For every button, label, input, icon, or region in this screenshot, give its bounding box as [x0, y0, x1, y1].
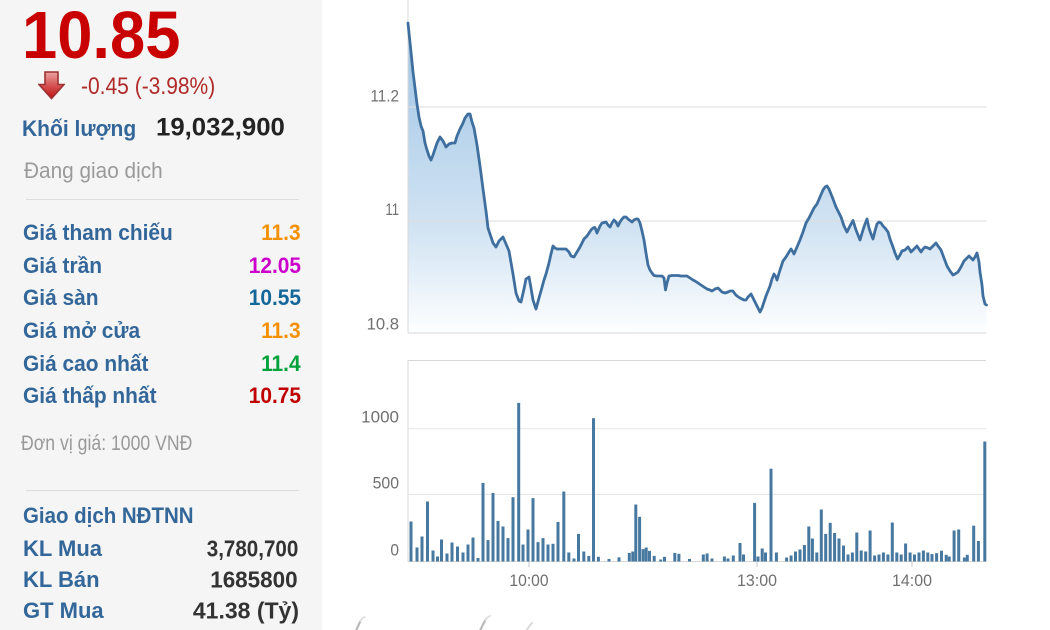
svg-text:14:00: 14:00: [892, 572, 932, 591]
svg-text:11.2: 11.2: [370, 87, 399, 106]
svg-text:11: 11: [385, 200, 399, 219]
svg-text:10.8: 10.8: [367, 314, 399, 333]
svg-text:1000: 1000: [361, 408, 399, 427]
svg-text:500: 500: [373, 474, 399, 493]
svg-text:0: 0: [390, 541, 399, 560]
svg-text:10:00: 10:00: [509, 572, 548, 591]
svg-text:13:00: 13:00: [737, 572, 777, 591]
